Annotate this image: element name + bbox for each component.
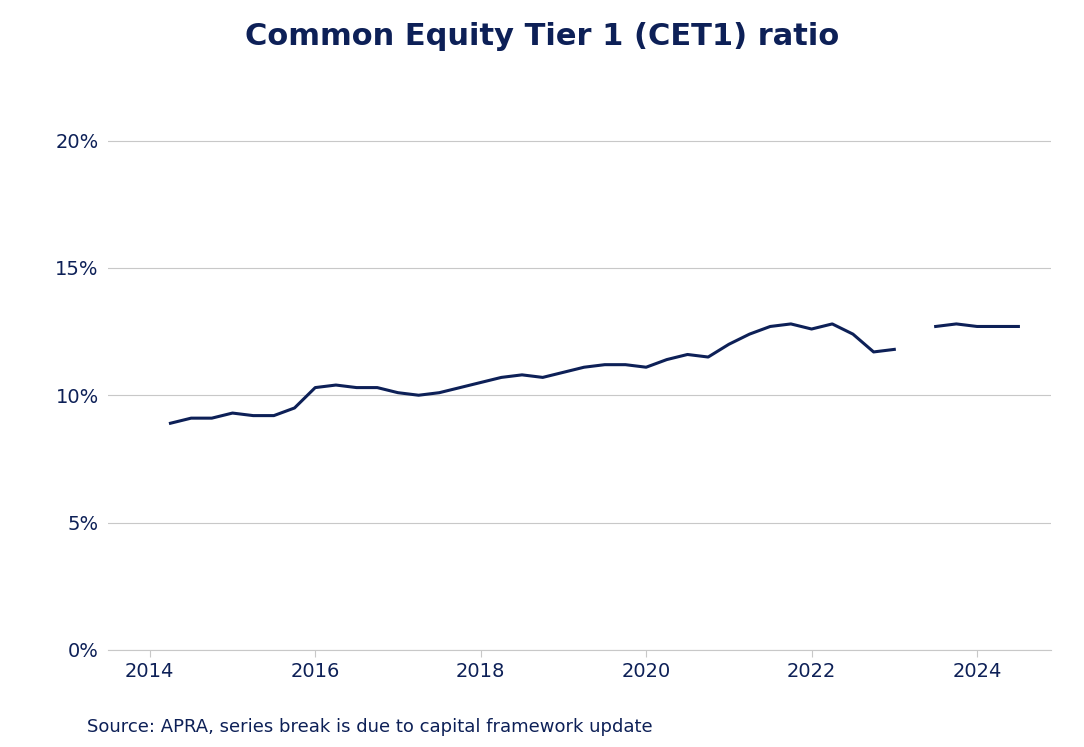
Text: Common Equity Tier 1 (CET1) ratio: Common Equity Tier 1 (CET1) ratio [245, 22, 839, 52]
Text: Source: APRA, series break is due to capital framework update: Source: APRA, series break is due to cap… [87, 718, 653, 736]
